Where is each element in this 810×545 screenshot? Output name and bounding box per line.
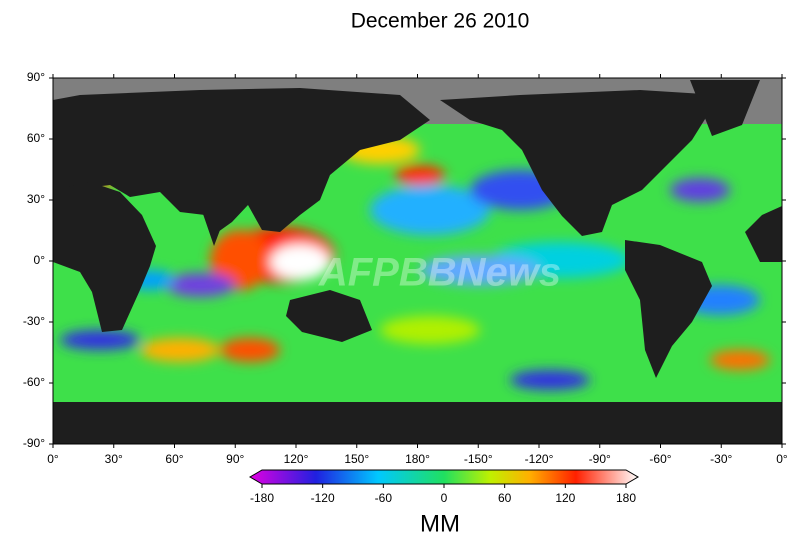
x-tick-label: 90° [226, 452, 244, 466]
x-tick-label: -60° [649, 452, 671, 466]
axes: 0° 30° 60° 90° 120° 150° 180° -150° -120° -90° -60… [23, 70, 788, 466]
y-tick-label: 60° [27, 131, 45, 145]
x-tick-label: -30° [710, 452, 732, 466]
y-tick-label: -90° [23, 436, 45, 450]
colorbar-tick-label: -180 [250, 491, 274, 505]
watermark: AFPBBNews [318, 251, 561, 295]
colorbar-ticks: -180 -120 -60 0 60 120 180 [250, 484, 636, 505]
y-tick-label: -30° [23, 314, 45, 328]
colorbar-tick-label: 0 [441, 491, 448, 505]
x-tick-label: 0° [47, 452, 59, 466]
y-tick-label: 30° [27, 192, 45, 206]
x-tick-label: 60° [165, 452, 183, 466]
x-tick-label: 120° [284, 452, 309, 466]
colorbar-tick-label: 180 [616, 491, 636, 505]
title: December 26 2010 [351, 10, 530, 33]
x-tick-label: 150° [344, 452, 369, 466]
x-tick-label: -90° [589, 452, 611, 466]
x-tick-label: 30° [105, 452, 123, 466]
colorbar-tick-label: -60 [375, 491, 393, 505]
colorbar [249, 469, 639, 485]
colorbar-tick-label: 120 [555, 491, 575, 505]
y-tick-label: 0° [34, 253, 46, 267]
colorbar-scale [249, 469, 639, 485]
y-tick-label: -60° [23, 375, 45, 389]
map: AFPBBNews [53, 78, 782, 444]
x-tick-label: -120° [525, 452, 554, 466]
land [53, 80, 782, 444]
x-tick-label: 180° [405, 452, 430, 466]
colorbar-tick-label: 60 [498, 491, 512, 505]
x-tick-label: -150° [464, 452, 493, 466]
anomaly-field [53, 127, 770, 390]
colorbar-unit: MM [420, 510, 460, 537]
x-tick-label: 0° [776, 452, 788, 466]
colorbar-tick-label: -120 [311, 491, 335, 505]
y-tick-label: 90° [27, 70, 45, 84]
